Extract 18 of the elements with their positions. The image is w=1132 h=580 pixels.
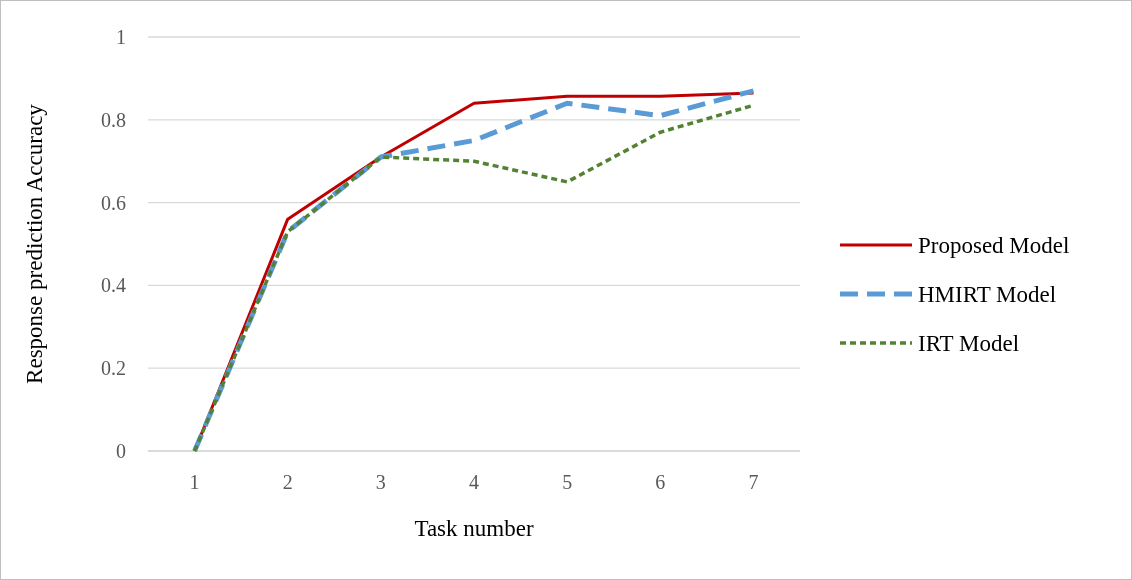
x-tick-label: 1 <box>189 471 200 493</box>
legend-label: HMIRT Model <box>918 282 1057 308</box>
y-tick-label: 0.4 <box>101 274 126 297</box>
legend-label: IRT Model <box>918 331 1020 357</box>
x-tick-label: 6 <box>655 471 666 493</box>
legend-label: Proposed Model <box>918 233 1070 259</box>
x-tick-label: 4 <box>469 471 479 493</box>
y-tick-label: 0.2 <box>101 357 126 380</box>
y-axis-title: Response prediction Accuracy <box>22 103 47 384</box>
x-tick-label: 3 <box>375 471 386 493</box>
y-tick-label: 1 <box>116 26 126 48</box>
x-tick-label: 2 <box>282 471 293 493</box>
x-axis-title: Task number <box>414 516 534 541</box>
x-tick-label: 5 <box>562 471 573 493</box>
y-tick-label: 0 <box>116 440 126 462</box>
x-tick-label: 7 <box>748 471 759 493</box>
y-tick-label: 0.8 <box>101 108 126 131</box>
y-tick-label: 0.6 <box>101 191 126 214</box>
